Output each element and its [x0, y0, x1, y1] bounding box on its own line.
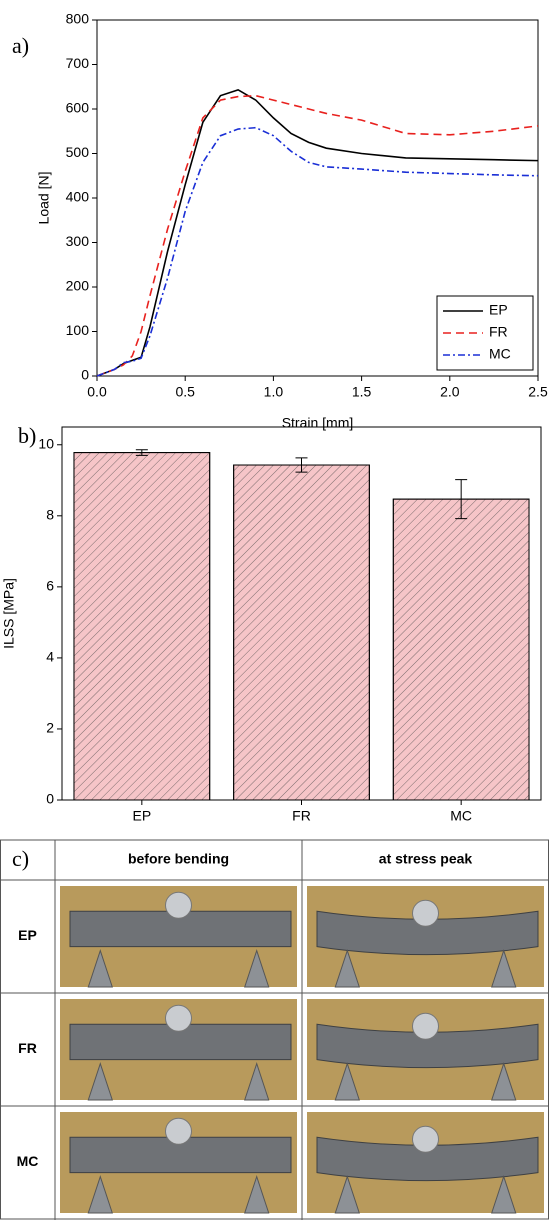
y-tick-label: 100	[66, 322, 90, 338]
x-tick-label: FR	[292, 808, 311, 824]
column-header: before bending	[128, 851, 229, 867]
line	[96, 126, 539, 377]
photo-loader	[165, 891, 192, 919]
photo-support	[244, 949, 270, 988]
y-tick-label: 800	[66, 11, 90, 27]
x-tick-label: 0.0	[87, 384, 107, 400]
y-tick-label: 500	[66, 144, 90, 160]
column-header: at stress peak	[379, 851, 473, 867]
y-tick-label: 600	[66, 100, 90, 116]
photo-loader	[412, 1012, 439, 1040]
photo-specimen	[69, 1136, 292, 1174]
x-tick-label: 0.5	[175, 384, 195, 400]
y-tick-label: 4	[46, 649, 54, 665]
legend-label: FR	[489, 324, 508, 340]
x-tick-label: MC	[450, 808, 472, 824]
photo-loader	[165, 1117, 192, 1145]
plot-frame	[61, 426, 542, 801]
photo-specimen	[316, 1023, 539, 1069]
photo-support	[491, 949, 517, 988]
x-tick-label: 2.5	[528, 384, 548, 400]
panel-label: b)	[18, 423, 36, 448]
photo-support	[334, 1175, 360, 1214]
error-bar	[455, 479, 468, 520]
row-header: FR	[18, 1040, 37, 1056]
photo-support	[491, 1062, 517, 1101]
y-tick-label: 0	[81, 367, 89, 383]
y-tick-label: 0	[46, 791, 54, 807]
photo-loader	[412, 1125, 439, 1153]
photo-support	[491, 1175, 517, 1214]
panel-label: a)	[12, 33, 29, 58]
photo-loader	[165, 1004, 192, 1032]
photo-support	[334, 949, 360, 988]
x-tick-label: 1.0	[264, 384, 284, 400]
error-bar	[135, 449, 148, 456]
photo-specimen	[316, 1136, 539, 1182]
y-axis-label: Load [N]	[36, 172, 52, 225]
y-tick-label: 700	[66, 55, 90, 71]
x-tick-label: EP	[132, 808, 151, 824]
photo-support	[87, 1062, 113, 1101]
photo-support	[334, 1062, 360, 1101]
photo-loader	[412, 899, 439, 927]
y-tick-label: 8	[46, 507, 54, 523]
photo-specimen	[69, 910, 292, 948]
error-bar	[295, 457, 308, 473]
x-tick-label: 1.5	[352, 384, 372, 400]
photo-support	[87, 1175, 113, 1214]
legend-box	[436, 295, 534, 371]
y-tick-label: 10	[38, 435, 54, 451]
y-tick-label: 6	[46, 578, 54, 594]
legend-label: EP	[489, 302, 508, 318]
y-tick-label: 200	[66, 278, 90, 294]
y-tick-label: 300	[66, 233, 90, 249]
photo-support	[87, 949, 113, 988]
photo-specimen	[69, 1023, 292, 1061]
photo-support	[244, 1175, 270, 1214]
line	[96, 94, 539, 377]
row-header: EP	[18, 927, 37, 943]
line	[96, 88, 539, 377]
y-tick-label: 2	[46, 720, 54, 736]
bar-hatch	[233, 464, 370, 801]
bar-hatch	[73, 452, 211, 801]
y-tick-label: 400	[66, 189, 90, 205]
x-axis-label: Strain [mm]	[282, 415, 354, 431]
photo-support	[244, 1062, 270, 1101]
y-axis-label: ILSS [MPa]	[1, 578, 17, 649]
panel-label: c)	[12, 846, 29, 871]
row-header: MC	[17, 1153, 39, 1169]
legend-label: MC	[489, 346, 511, 362]
photo-table: c) before bending at stress peak EP FR MC	[0, 839, 549, 1220]
x-tick-label: 2.0	[440, 384, 460, 400]
bar-hatch	[392, 498, 530, 801]
photo-specimen	[316, 910, 539, 956]
